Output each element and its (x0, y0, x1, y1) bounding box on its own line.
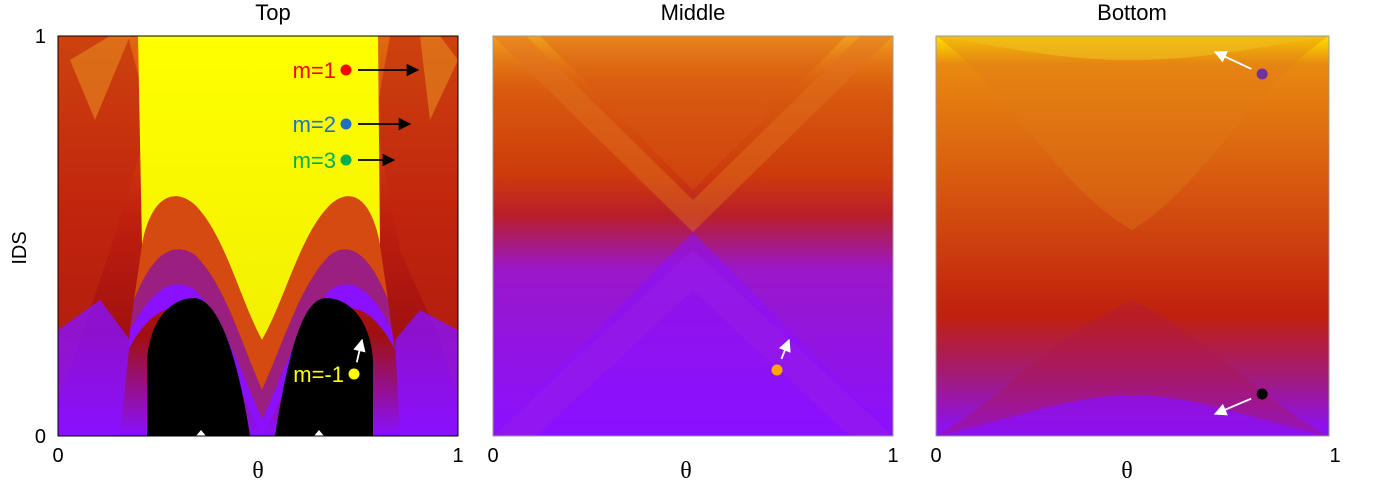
marker-label: m=3 (293, 148, 336, 173)
marker-point (340, 118, 352, 130)
markers-top: m=1 m=2 m=3 m=-1 (293, 58, 420, 387)
heatmap-top (58, 36, 458, 436)
marker-point (1256, 388, 1268, 400)
heatmap-bottom (936, 36, 1329, 436)
x-tick-1: 1 (1329, 445, 1340, 467)
marker-point (1256, 68, 1268, 80)
marker-label: m=-1 (293, 362, 344, 387)
plot-frame (935, 35, 1330, 437)
panel-middle: Middle 0 1 θ (487, 0, 898, 484)
y-tick-1: 1 (35, 26, 46, 48)
markers-bottom (1213, 51, 1268, 416)
panel-bottom: Bottom 0 1 θ (930, 0, 1340, 484)
marker-point (340, 64, 352, 76)
x-tick-0: 0 (52, 445, 63, 467)
marker-arrow (1213, 397, 1252, 416)
markers-middle (771, 338, 791, 376)
heatmap-middle (493, 36, 893, 436)
x-tick-1: 1 (452, 445, 463, 467)
y-axis-label: IDS (9, 231, 31, 264)
x-axis-label: θ (252, 458, 264, 484)
panel-title: Bottom (1097, 0, 1167, 25)
marker-arrow (353, 338, 366, 363)
marker-label: m=1 (293, 58, 336, 83)
plot-frame (492, 35, 894, 437)
y-tick-0: 0 (35, 426, 46, 448)
panel-title: Middle (661, 0, 726, 25)
marker-point (771, 364, 783, 376)
marker-point (340, 154, 352, 166)
marker-label: m=2 (293, 112, 336, 137)
x-tick-0: 0 (487, 445, 498, 467)
x-tick-1: 1 (887, 445, 898, 467)
marker-arrow (1213, 51, 1252, 70)
plot-frame (57, 35, 459, 437)
x-tick-0: 0 (930, 445, 941, 467)
panel-title: Top (255, 0, 290, 25)
marker-point (348, 368, 360, 380)
x-axis-label: θ (680, 458, 692, 484)
panel-top: Top 1 0 0 1 θ (9, 0, 464, 484)
marker-arrow (778, 338, 791, 360)
x-axis-label: θ (1121, 458, 1133, 484)
